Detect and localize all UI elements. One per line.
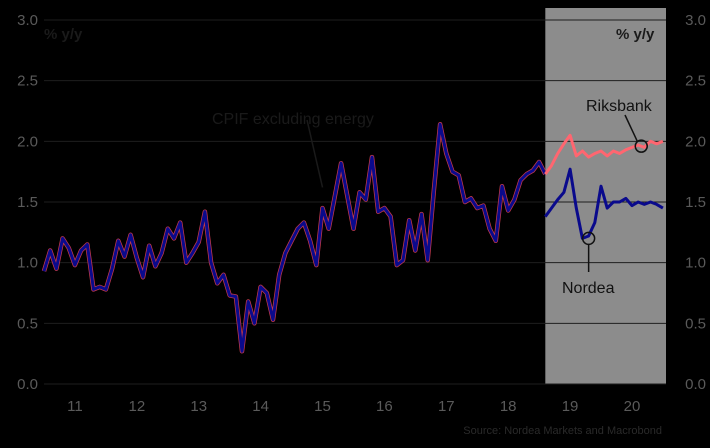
x-tick-label: 17 (438, 398, 455, 415)
x-tick-label: 15 (314, 398, 331, 415)
series-riksbank (544, 133, 664, 175)
y-tick-label-right: 0.5 (685, 315, 706, 332)
series-nordea (544, 167, 664, 240)
y-axis-unit-left: % y/y (44, 26, 83, 43)
x-tick-label: 13 (190, 398, 207, 415)
x-tick-label: 19 (562, 398, 579, 415)
y-tick-label-right: 3.0 (685, 12, 706, 29)
annotation-cpif-excluding-energy: CPIF excluding energy (212, 111, 374, 128)
y-tick-label-left: 0.0 (17, 376, 38, 393)
x-tick-label: 11 (67, 398, 83, 415)
y-tick-label-left: 3.0 (17, 12, 38, 29)
callout-line-cpif (306, 119, 324, 188)
callout-marker-riksbank (634, 139, 648, 153)
y-tick-label-left: 2.0 (17, 133, 38, 150)
y-tick-label-right: 2.0 (685, 133, 706, 150)
x-tick-label: 18 (500, 398, 517, 415)
callout-marker-nordea (581, 231, 596, 246)
tick-labels: 0.0 0.0 0.5 0.5 1.0 1.0 1.5 1.5 2.0 2.0 2.5 2.5 3.0 3… (17, 12, 706, 415)
y-axis-unit-right: % y/y (616, 26, 655, 43)
x-tick-label: 20 (624, 398, 641, 415)
x-tick-label: 16 (376, 398, 393, 415)
series-lines (41, 122, 664, 354)
annotations: CPIF excluding energy Riksbank Nordea (212, 98, 653, 297)
series-cpif-excluding-energy (42, 122, 547, 353)
x-tick-label: 14 (252, 398, 269, 415)
y-tick-label-left: 0.5 (17, 315, 38, 332)
forecast-shaded-region (545, 8, 666, 384)
y-tick-label-left: 1.5 (17, 194, 38, 211)
annotation-riksbank: Riksbank (586, 98, 653, 115)
y-tick-label-left: 1.0 (17, 255, 38, 272)
y-tick-label-right: 2.5 (685, 73, 706, 90)
source-note: Source: Nordea Markets and Macrobond (463, 425, 662, 437)
callout-line-riksbank (624, 114, 638, 142)
y-tick-label-right: 1.0 (685, 255, 706, 272)
x-tick-label: 12 (128, 398, 145, 415)
y-tick-label-left: 2.5 (17, 73, 38, 90)
y-tick-label-right: 0.0 (685, 376, 706, 393)
y-tick-label-right: 1.5 (685, 194, 706, 211)
annotation-nordea: Nordea (562, 280, 615, 297)
